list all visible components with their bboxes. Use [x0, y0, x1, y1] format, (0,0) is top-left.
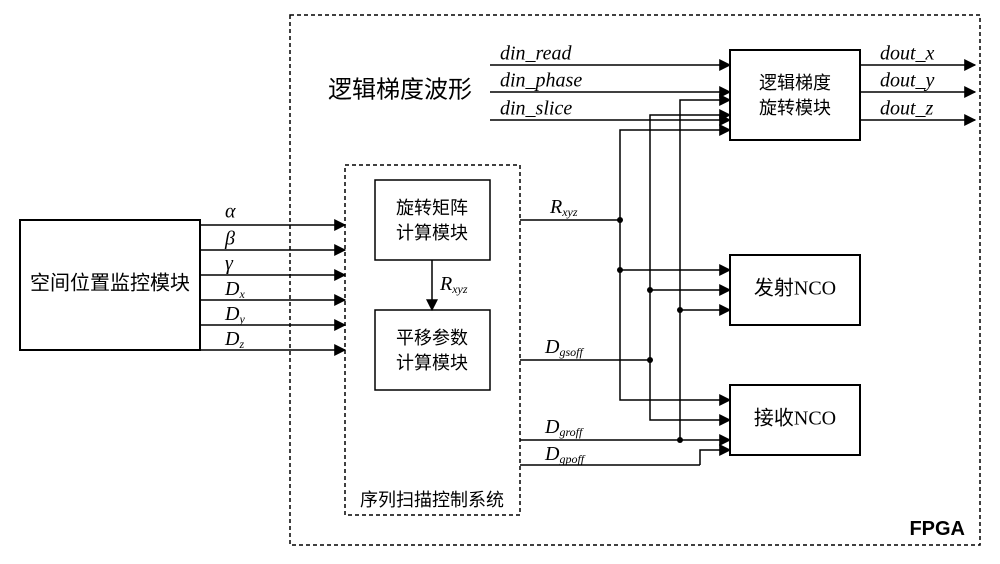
dgsoff-label: Dgsoff [544, 336, 584, 359]
dgsoff-to-rot [650, 115, 730, 290]
dgpoff-wire-v [700, 450, 730, 465]
rxyz-internal-label: Rxyz [439, 273, 468, 296]
alpha-label: α [225, 201, 236, 223]
trans-param-l1: 平移参数 [396, 328, 468, 348]
dy-label: Dy [224, 303, 245, 326]
dx-label: Dx [224, 278, 245, 301]
dgsoff-to-rx [650, 360, 730, 420]
din-read-label: din_read [500, 43, 572, 65]
beta-label: β [224, 228, 235, 250]
gamma-label: γ [225, 253, 234, 275]
rot-matrix-l2: 计算模块 [396, 223, 468, 243]
dout-y-label: dout_y [880, 70, 935, 92]
rot-module-box [730, 50, 860, 140]
trans-param-box [375, 310, 490, 390]
extra-to-rot [680, 100, 730, 310]
tx-nco-label: 发射NCO [754, 277, 836, 300]
diagram-canvas: FPGA 逻辑梯度波形 空间位置监控模块 序列扫描控制系统 旋转矩阵 计算模块 … [0, 0, 1000, 564]
dgsoff-to-tx [650, 290, 730, 360]
din-slice-label: din_slice [500, 98, 572, 120]
dgroff-label: Dgroff [544, 416, 584, 439]
rot-matrix-l1: 旋转矩阵 [396, 198, 468, 218]
trans-param-l2: 计算模块 [396, 353, 468, 373]
monitor-label: 空间位置监控模块 [30, 272, 190, 295]
rxyz-to-rot [620, 130, 730, 220]
dgroff-node [677, 437, 683, 443]
seq-ctrl-caption: 序列扫描控制系统 [360, 490, 504, 510]
rx-nco-label: 接收NCO [754, 407, 836, 430]
title-text: 逻辑梯度波形 [328, 77, 472, 104]
rot-module-l2: 旋转模块 [759, 98, 831, 118]
rot-module-l1: 逻辑梯度 [759, 73, 831, 93]
rxyz-to-tx [620, 220, 730, 270]
fpga-label: FPGA [909, 518, 965, 540]
rot-matrix-box [375, 180, 490, 260]
dout-z-label: dout_z [880, 98, 934, 120]
dout-x-label: dout_x [880, 43, 935, 65]
rxyz-label: Rxyz [549, 196, 578, 219]
din-phase-label: din_phase [500, 70, 582, 92]
dgpoff-label: Dgpoff [544, 443, 586, 466]
dz-label: Dz [224, 328, 244, 351]
